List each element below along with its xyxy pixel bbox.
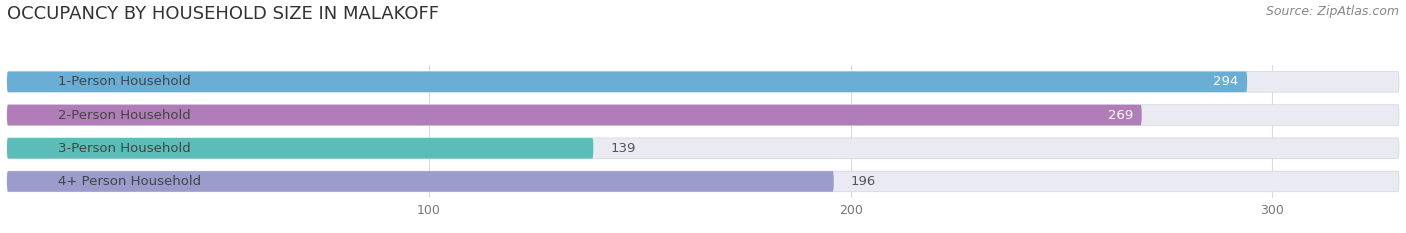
FancyBboxPatch shape [7,72,1399,92]
Text: OCCUPANCY BY HOUSEHOLD SIZE IN MALAKOFF: OCCUPANCY BY HOUSEHOLD SIZE IN MALAKOFF [7,5,439,23]
FancyBboxPatch shape [7,171,834,192]
Text: 1-Person Household: 1-Person Household [58,75,190,88]
Text: 3-Person Household: 3-Person Household [58,142,190,155]
Text: 2-Person Household: 2-Person Household [58,109,190,122]
FancyBboxPatch shape [7,105,1399,125]
FancyBboxPatch shape [7,105,1142,125]
FancyBboxPatch shape [7,138,593,158]
Text: 4+ Person Household: 4+ Person Household [58,175,201,188]
Text: 269: 269 [1108,109,1133,122]
Text: 196: 196 [851,175,876,188]
FancyBboxPatch shape [7,171,1399,192]
Text: 294: 294 [1213,75,1239,88]
Text: 139: 139 [610,142,636,155]
FancyBboxPatch shape [7,138,1399,158]
Text: Source: ZipAtlas.com: Source: ZipAtlas.com [1265,5,1399,18]
FancyBboxPatch shape [7,72,1247,92]
